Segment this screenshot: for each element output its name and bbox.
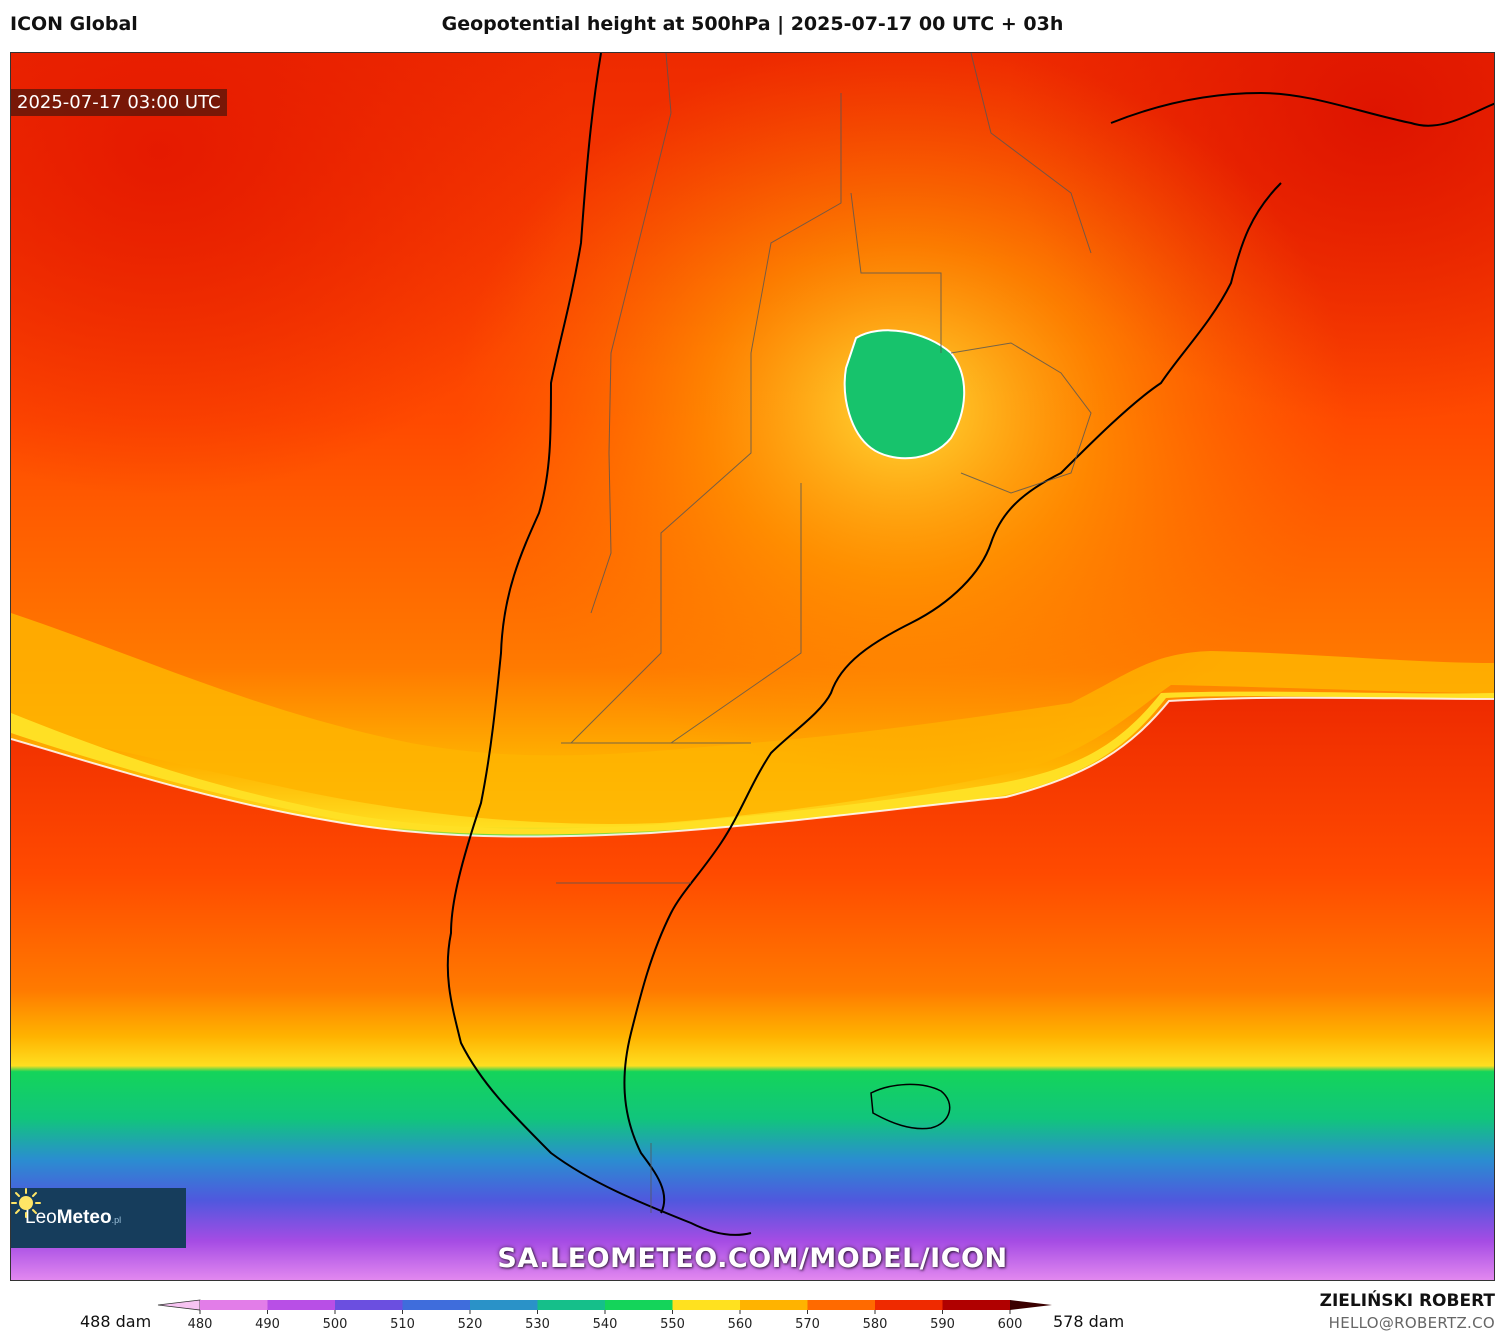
colorbar-tick-label: 590 <box>930 1317 955 1332</box>
source-watermark: SA.LEOMETEO.COM/MODEL/ICON <box>497 1243 1008 1274</box>
colorbar-tick-label: 580 <box>863 1317 888 1332</box>
colorbar-tick-label: 550 <box>660 1317 685 1332</box>
geopotential-field <box>11 53 1494 1280</box>
colorbar-tick-label: 490 <box>255 1317 280 1332</box>
colorbar-tick-label: 540 <box>593 1317 618 1332</box>
map-panel[interactable]: 2025-07-17 03:00 UTC LeoMeteo.pl SA.LEOM… <box>10 52 1495 1281</box>
colorbar-segment <box>402 1300 471 1310</box>
leometeo-logo[interactable]: LeoMeteo.pl <box>11 1188 186 1248</box>
coastline <box>446 53 1494 1236</box>
colorbar-segment <box>672 1300 741 1310</box>
logo-text: LeoMeteo.pl <box>25 1207 122 1228</box>
colorbar-tick-label: 600 <box>998 1317 1023 1332</box>
colorbar-max-label: 578 dam <box>1053 1312 1125 1331</box>
colorbar-segment <box>200 1300 269 1310</box>
colorbar-segment <box>807 1300 876 1310</box>
chart-title: Geopotential height at 500hPa | 2025-07-… <box>441 13 1064 35</box>
colorbar-segment <box>740 1300 809 1310</box>
colorbar-min-arrow <box>157 1299 201 1311</box>
colorbar-segment <box>875 1300 944 1310</box>
colorbar-segment <box>470 1300 539 1310</box>
colorbar: 480 490 500 510 520 530 540 550 560 570 580 590 600 <box>157 1299 1052 1332</box>
valid-time-badge: 2025-07-17 03:00 UTC <box>11 89 227 116</box>
colorbar-segment <box>942 1300 1011 1310</box>
colorbar-tick-label: 480 <box>188 1317 213 1332</box>
author-credit: ZIELIŃSKI ROBERT <box>1319 1291 1495 1311</box>
author-email[interactable]: HELLO@ROBERTZ.CO <box>1328 1314 1495 1332</box>
colorbar-tick-label: 520 <box>458 1317 483 1332</box>
colorbar-segment <box>335 1300 404 1310</box>
colorbar-min-label: 488 dam <box>80 1312 152 1331</box>
colorbar-tick-label: 500 <box>323 1317 348 1332</box>
colorbar-tick-label: 560 <box>728 1317 753 1332</box>
colorbar-max-arrow <box>1010 1300 1052 1310</box>
province-borders <box>556 53 1092 1213</box>
sun-icon <box>11 1188 41 1218</box>
colorbar-segment <box>267 1300 336 1310</box>
colorbar-tick-label: 510 <box>390 1317 415 1332</box>
colorbar-segment <box>605 1300 674 1310</box>
colorbar-tick-label: 570 <box>795 1317 820 1332</box>
model-name: ICON Global <box>10 13 138 35</box>
colorbar-tick-label: 530 <box>525 1317 550 1332</box>
colorbar-segment <box>537 1300 606 1310</box>
